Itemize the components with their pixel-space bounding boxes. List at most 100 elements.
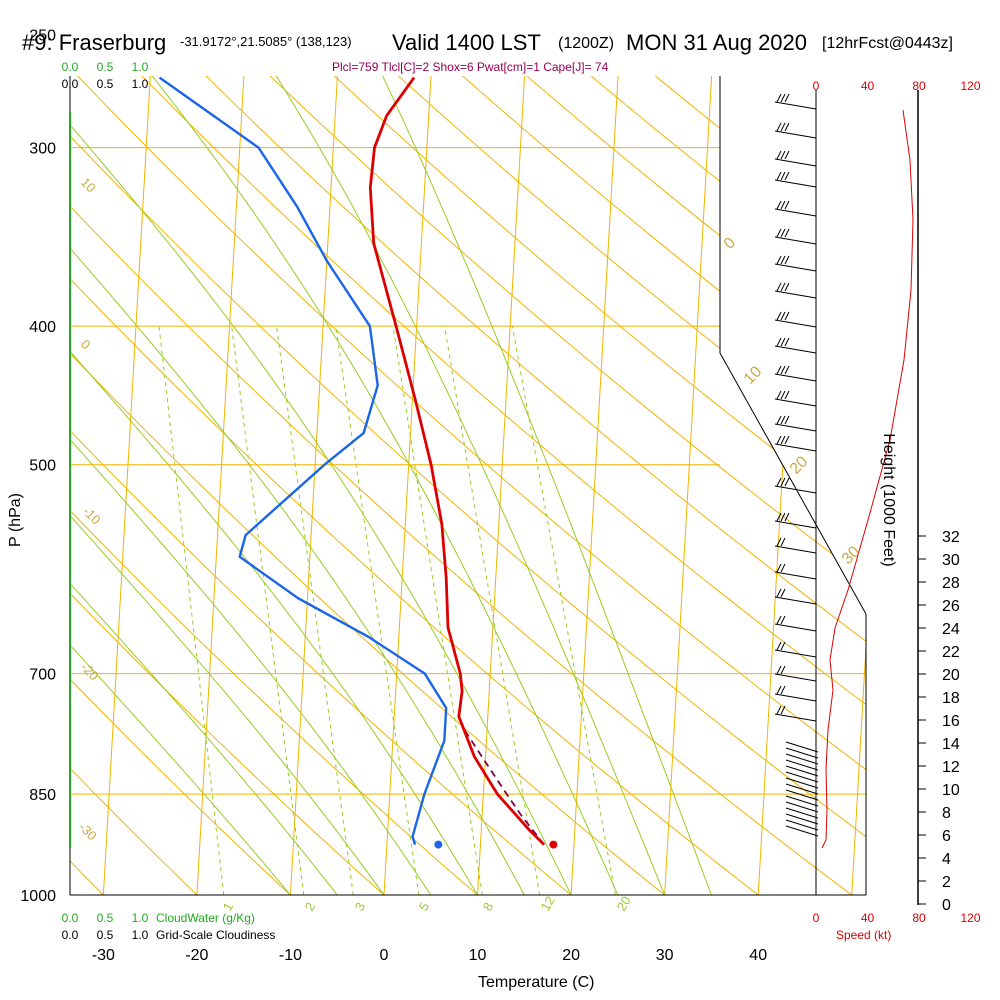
- wind-barb-flag: [780, 512, 786, 522]
- speed-tick-label-bottom: 0: [813, 911, 820, 925]
- moist-adiabat-line: [108, 76, 619, 895]
- wind-barb-flag: [776, 435, 782, 445]
- wind-barb-low: [785, 795, 819, 807]
- wind-barb: [774, 179, 817, 188]
- cloudwater-scale-bottom: 1.0: [132, 911, 149, 925]
- wind-barb-flag: [784, 228, 790, 238]
- moist-adiabat-line: [70, 76, 525, 895]
- wind-barb-flag: [784, 282, 790, 292]
- cloudwater-scale-top: 0.0: [62, 60, 79, 74]
- speed-tick-label-bottom: 120: [960, 911, 980, 925]
- wind-barb: [774, 596, 817, 605]
- wind-barb-low: [785, 825, 819, 837]
- height-tick-label: 26: [942, 598, 960, 615]
- wind-barb: [774, 571, 817, 580]
- wind-barb-flag: [780, 665, 786, 675]
- wind-barb-flag: [780, 615, 786, 625]
- wind-barb-low: [785, 765, 819, 777]
- date: MON 31 Aug 2020: [626, 30, 807, 55]
- surface-temp-dot: [549, 840, 558, 849]
- wind-barb-flag: [776, 390, 782, 400]
- wind-barb-flag: [780, 337, 786, 347]
- dry-adiabat-line: [70, 76, 666, 895]
- height-tick-label: 16: [942, 713, 960, 730]
- wind-barb-flag: [776, 282, 782, 292]
- dewpoint-profile: [158, 76, 448, 845]
- moist-adiabat-line: [70, 76, 479, 895]
- wind-barb-flag: [776, 255, 782, 265]
- wind-barb-flag: [776, 705, 782, 715]
- wind-barb-flag: [780, 122, 786, 132]
- wind-barb-flag: [780, 255, 786, 265]
- x-tick-label: 20: [562, 947, 580, 964]
- wind-barb-flag: [784, 93, 790, 103]
- moist-adiabat-line: [240, 76, 666, 895]
- pressure-tick-label: 850: [29, 787, 56, 804]
- wind-barb-low: [785, 813, 819, 825]
- wind-barb: [774, 319, 817, 328]
- wind-barb-flag: [776, 365, 782, 375]
- cloudwater-label: CloudWater (g/Kg): [156, 911, 255, 925]
- speed-tick-label-bottom: 80: [912, 911, 926, 925]
- height-tick-label: 0: [942, 897, 951, 914]
- wind-barb-flag: [780, 563, 786, 573]
- cloudwater-scale-top: 0.5: [97, 60, 114, 74]
- height-tick-label: 8: [942, 805, 951, 822]
- wind-barb-flag: [780, 365, 786, 375]
- moist-adiabat-line: [356, 76, 712, 895]
- wind-barb-flag: [776, 415, 782, 425]
- moist-adiabat-line: [70, 76, 338, 895]
- wind-barb-flag: [784, 477, 790, 487]
- wind-barb-flag: [780, 311, 786, 321]
- x-tick-label: -30: [92, 947, 115, 964]
- wind-barb-flag: [784, 435, 790, 445]
- station-title: #9: Fraserburg: [22, 30, 166, 55]
- dry-adiabat-line: [226, 76, 866, 895]
- pressure-tick-label: 500: [29, 458, 56, 475]
- cloudwater-scale-top: 1.0: [132, 60, 149, 74]
- height-tick-label: 10: [942, 782, 960, 799]
- wind-barb-flag: [784, 255, 790, 265]
- dry-adiabat-line: [100, 76, 866, 895]
- mixing-ratio-line: [511, 326, 616, 895]
- x-tick-label: 40: [749, 947, 767, 964]
- wind-barb-flag: [784, 390, 790, 400]
- moist-adiabat-line: [70, 76, 432, 895]
- dry-adiabat-line: [70, 76, 572, 895]
- cloudwater-scale-bottom: 0.0: [62, 911, 79, 925]
- wind-barb: [774, 236, 817, 245]
- dry-adiabat-line: [70, 76, 853, 895]
- dry-adiabat-line: [70, 76, 198, 895]
- wind-barb-flag: [776, 563, 782, 573]
- wind-barb-flag: [776, 228, 782, 238]
- frame-diagonal: [719, 352, 867, 615]
- wind-barb-flag: [776, 477, 782, 487]
- speed-tick-label-top: 80: [912, 79, 926, 93]
- wind-barb-low: [785, 741, 819, 753]
- wind-barb: [774, 158, 817, 167]
- mixing-ratio-label: 12: [538, 893, 558, 913]
- height-axis-label: Height (1000 Feet): [880, 433, 897, 566]
- x-axis-label: Temperature (C): [478, 974, 594, 991]
- x-tick-label: 10: [469, 947, 487, 964]
- station-coords: -31.9172°,21.5085° (138,123): [180, 34, 352, 49]
- wind-barb-low: [785, 777, 819, 789]
- moist-adiabat-line: [70, 76, 385, 895]
- wind-barb-flag: [776, 150, 782, 160]
- temperature-profile: [368, 76, 546, 846]
- height-tick-label: 6: [942, 828, 951, 845]
- dry-adiabat-line: [289, 76, 866, 895]
- height-tick-label: 32: [942, 529, 960, 546]
- pressure-tick-label: 1000: [20, 888, 56, 905]
- pressure-tick-label: 400: [29, 319, 56, 336]
- x-tick-label: 30: [656, 947, 674, 964]
- wind-barb: [774, 208, 817, 217]
- wind-barb-flag: [784, 200, 790, 210]
- speed-tick-label-top: 40: [861, 79, 875, 93]
- wind-barb: [774, 693, 817, 702]
- speed-tick-label-top: 120: [960, 79, 980, 93]
- wind-barb-flag: [776, 641, 782, 651]
- wind-barb: [774, 263, 817, 272]
- height-tick-label: 28: [942, 575, 960, 592]
